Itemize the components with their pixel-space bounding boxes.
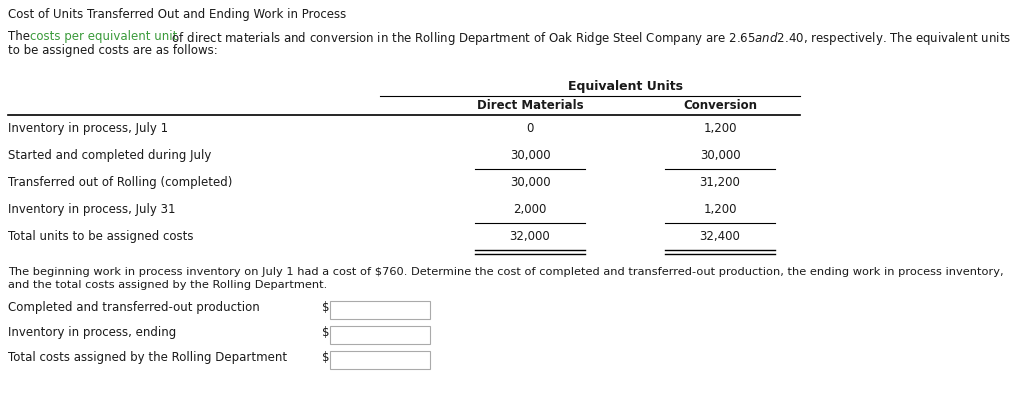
- Text: costs per equivalent unit: costs per equivalent unit: [30, 30, 177, 43]
- Text: 32,400: 32,400: [699, 230, 740, 243]
- Text: 2,000: 2,000: [513, 203, 547, 216]
- Text: 30,000: 30,000: [699, 149, 740, 162]
- Text: $: $: [322, 351, 330, 364]
- Text: Transferred out of Rolling (completed): Transferred out of Rolling (completed): [8, 176, 232, 189]
- Text: Inventory in process, ending: Inventory in process, ending: [8, 326, 176, 339]
- Text: Conversion: Conversion: [683, 99, 757, 112]
- Text: $: $: [322, 301, 330, 314]
- Text: 32,000: 32,000: [510, 230, 550, 243]
- Text: Started and completed during July: Started and completed during July: [8, 149, 211, 162]
- Text: Total units to be assigned costs: Total units to be assigned costs: [8, 230, 194, 243]
- Text: Direct Materials: Direct Materials: [477, 99, 584, 112]
- Text: to be assigned costs are as follows:: to be assigned costs are as follows:: [8, 44, 218, 57]
- Text: Completed and transferred-out production: Completed and transferred-out production: [8, 301, 260, 314]
- Text: of direct materials and conversion in the Rolling Department of Oak Ridge Steel : of direct materials and conversion in th…: [168, 30, 1012, 47]
- Text: Inventory in process, July 31: Inventory in process, July 31: [8, 203, 175, 216]
- Text: The: The: [8, 30, 34, 43]
- Text: $: $: [322, 326, 330, 339]
- Text: and the total costs assigned by the Rolling Department.: and the total costs assigned by the Roll…: [8, 280, 328, 290]
- Text: The beginning work in process inventory on July 1 had a cost of $760. Determine : The beginning work in process inventory …: [8, 267, 1004, 277]
- Text: Inventory in process, July 1: Inventory in process, July 1: [8, 122, 168, 135]
- Text: 1,200: 1,200: [703, 122, 736, 135]
- Text: 30,000: 30,000: [510, 149, 550, 162]
- Text: Equivalent Units: Equivalent Units: [567, 80, 683, 93]
- Text: Cost of Units Transferred Out and Ending Work in Process: Cost of Units Transferred Out and Ending…: [8, 8, 346, 21]
- Text: 30,000: 30,000: [510, 176, 550, 189]
- Text: 1,200: 1,200: [703, 203, 736, 216]
- Text: 31,200: 31,200: [699, 176, 740, 189]
- Text: 0: 0: [526, 122, 534, 135]
- Text: Total costs assigned by the Rolling Department: Total costs assigned by the Rolling Depa…: [8, 351, 287, 364]
